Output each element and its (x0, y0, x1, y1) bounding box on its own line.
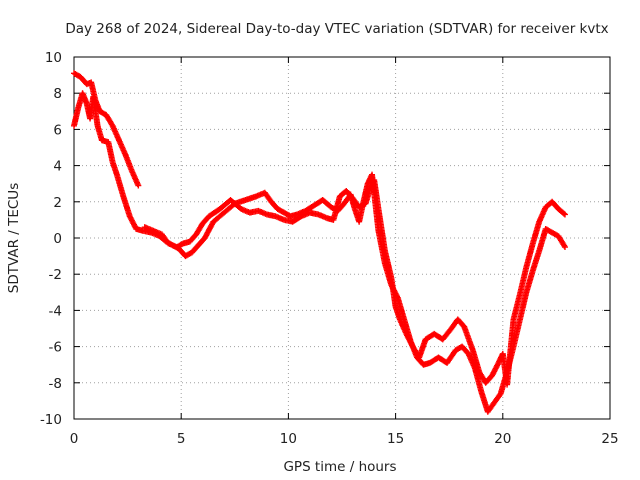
x-tick-labels: 0 5 10 15 20 25 (70, 431, 619, 447)
grid-lines (74, 57, 610, 419)
data-point (560, 210, 567, 217)
y-tick-label: 4 (53, 159, 62, 175)
y-tick-label: 10 (45, 50, 62, 66)
x-tick-label: 5 (177, 431, 186, 447)
x-axis-label: GPS time / hours (283, 459, 396, 475)
x-tick-label: 20 (494, 431, 511, 447)
y-tick-label: -10 (40, 412, 62, 428)
y-axis-label: SDTVAR / TECUs (6, 183, 22, 293)
y-tick-label: 0 (53, 231, 62, 247)
y-tick-label: -6 (49, 340, 62, 356)
x-tick-label: 0 (70, 431, 79, 447)
y-tick-label: -8 (49, 376, 62, 392)
axis-ticks (73, 56, 611, 420)
y-tick-label: -2 (49, 267, 62, 283)
data-points (71, 70, 568, 415)
y-tick-label: 2 (53, 195, 62, 211)
series-track-c (141, 177, 568, 388)
data-point (135, 182, 142, 189)
series-track-a (71, 70, 142, 189)
x-tick-label: 10 (280, 431, 297, 447)
y-tick-label: -4 (49, 303, 62, 319)
y-tick-labels: -10 -8 -6 -4 -2 0 2 4 6 8 10 (40, 50, 62, 428)
x-tick-label: 15 (387, 431, 404, 447)
data-point (561, 211, 568, 218)
y-tick-label: 8 (53, 86, 62, 102)
chart-title: Day 268 of 2024, Sidereal Day-to-day VTE… (65, 21, 608, 37)
series-track-b (71, 90, 568, 415)
x-tick-label: 25 (601, 431, 618, 447)
y-tick-label: 6 (53, 122, 62, 138)
data-point (561, 244, 568, 251)
